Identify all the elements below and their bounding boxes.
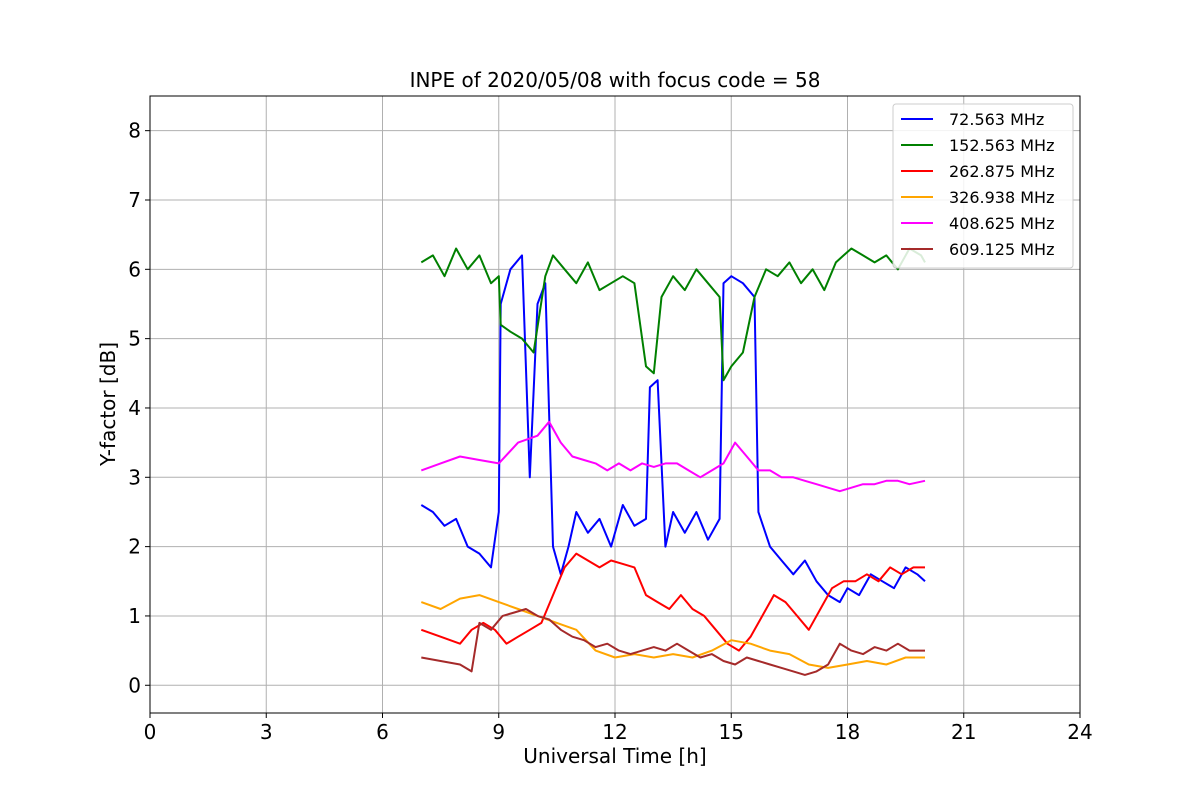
x-tick-label: 0 bbox=[144, 720, 157, 744]
legend-label: 72.563 MHz bbox=[949, 110, 1044, 129]
y-tick-label: 5 bbox=[128, 327, 141, 351]
y-tick-label: 1 bbox=[128, 604, 141, 628]
x-axis-label: Universal Time [h] bbox=[523, 744, 706, 768]
y-tick-label: 0 bbox=[128, 673, 141, 697]
legend: 72.563 MHz 152.563 MHz 262.875 MHz 326.938 … bbox=[892, 103, 1074, 269]
x-tick-label: 6 bbox=[376, 720, 389, 744]
y-tick-label: 4 bbox=[128, 396, 141, 420]
x-tick-label: 9 bbox=[492, 720, 505, 744]
legend-box bbox=[892, 103, 1074, 269]
x-tick-label: 21 bbox=[951, 720, 976, 744]
series-line bbox=[420, 594, 925, 669]
y-tick-label: 6 bbox=[128, 257, 141, 281]
y-tick-label: 2 bbox=[128, 535, 141, 559]
y-tick-label: 7 bbox=[128, 188, 141, 212]
y-tick-label: 8 bbox=[128, 119, 141, 143]
x-tick-label: 3 bbox=[260, 720, 273, 744]
series-line bbox=[420, 552, 925, 652]
y-axis-label: Y-factor [dB] bbox=[96, 342, 120, 467]
legend-label: 408.625 MHz bbox=[949, 214, 1054, 233]
legend-label: 609.125 MHz bbox=[949, 240, 1054, 259]
chart-title: INPE of 2020/05/08 with focus code = 58 bbox=[410, 68, 821, 92]
series-line bbox=[421, 608, 925, 676]
series-line bbox=[420, 247, 926, 382]
y-tick-label: 3 bbox=[128, 465, 141, 489]
legend-label: 262.875 MHz bbox=[949, 162, 1054, 181]
x-tick-label: 15 bbox=[719, 720, 744, 744]
x-tick-label: 18 bbox=[835, 720, 860, 744]
x-tick-label: 24 bbox=[1067, 720, 1092, 744]
x-tick-label: 12 bbox=[602, 720, 627, 744]
series-line bbox=[420, 420, 926, 493]
series-lines bbox=[420, 247, 926, 676]
series-line bbox=[420, 254, 926, 604]
legend-label: 152.563 MHz bbox=[949, 136, 1054, 155]
legend-label: 326.938 MHz bbox=[949, 188, 1054, 207]
